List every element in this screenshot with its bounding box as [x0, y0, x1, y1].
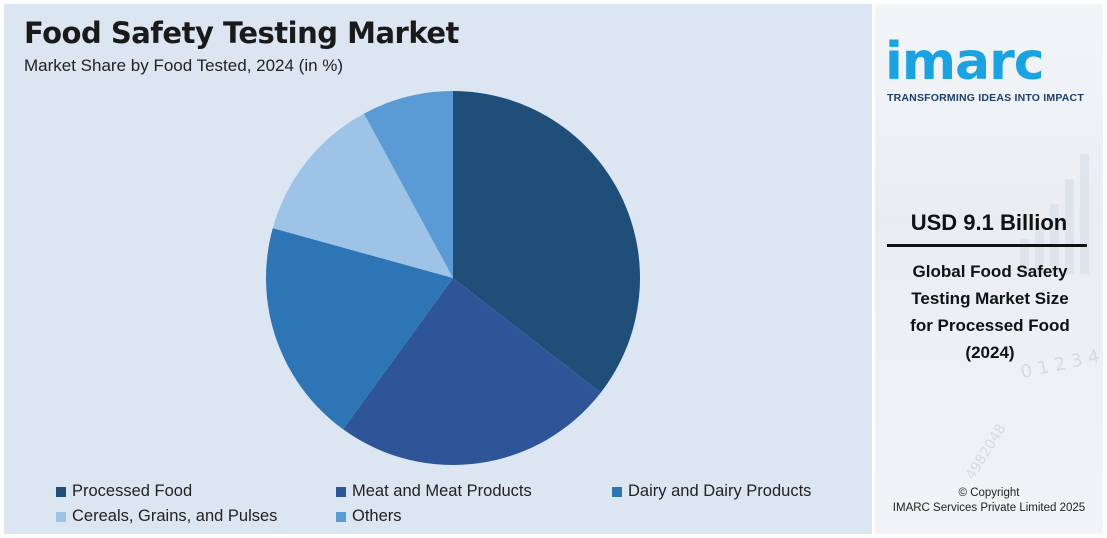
- chart-panel: Food Safety Testing Market Market Share …: [4, 4, 872, 534]
- legend-swatch: [612, 486, 622, 497]
- kpi-description-line: Global Food Safety: [912, 262, 1068, 281]
- background-digits: 4982048: [962, 421, 1010, 483]
- side-panel: 0 1 2 3 4 4982048 imarc TRANSFORMING IDE…: [875, 4, 1103, 534]
- pie-slice-others: [363, 91, 453, 278]
- legend-label: Dairy and Dairy Products: [628, 482, 812, 500]
- copyright-line: © Copyright: [958, 487, 1020, 499]
- kpi-description-line: for Processed Food: [910, 316, 1070, 335]
- background-bar: [1050, 204, 1059, 274]
- legend-item: Processed Food: [56, 482, 192, 501]
- copyright-line: IMARC Services Private Limited 2025: [892, 502, 1086, 514]
- chart-subtitle: Market Share by Food Tested, 2024 (in %): [24, 56, 344, 75]
- background-bar: [1020, 239, 1029, 274]
- kpi-description: Global Food Safety Testing Market Size f…: [885, 258, 1095, 366]
- pie-slice-meat-and-meat-products: [343, 278, 601, 465]
- copyright: © Copyright IMARC Services Private Limit…: [875, 486, 1103, 516]
- pie-slice-processed-food: [453, 91, 640, 393]
- kpi-description-line: (2024): [965, 343, 1015, 362]
- kpi-divider: [887, 244, 1087, 247]
- logo-tagline: TRANSFORMING IDEAS INTO IMPACT: [887, 92, 1084, 104]
- pie-slice-cereals-grains-and-pulses: [272, 113, 453, 279]
- kpi-value: USD 9.1 Billion: [910, 210, 1068, 235]
- legend-item: Dairy and Dairy Products: [612, 482, 811, 501]
- chart-legend: Processed Food Meat and Meat Products Dair…: [56, 482, 866, 534]
- legend-item: Meat and Meat Products: [336, 482, 532, 501]
- pie-slice-dairy-and-dairy-products: [266, 228, 453, 430]
- imarc-logo: imarc TRANSFORMING IDEAS INTO IMPACT: [885, 30, 1097, 110]
- legend-item: Cereals, Grains, and Pulses: [56, 507, 277, 526]
- pie-chart: [266, 91, 640, 465]
- legend-swatch: [56, 511, 66, 522]
- legend-swatch: [56, 486, 66, 497]
- legend-swatch: [336, 486, 346, 497]
- legend-label: Others: [352, 507, 402, 525]
- logo-wordmark: imarc: [885, 32, 1045, 92]
- background-bar: [1035, 224, 1044, 274]
- background-bar: [1080, 154, 1089, 274]
- background-bar: [1065, 179, 1074, 274]
- legend-label: Processed Food: [72, 482, 193, 500]
- kpi-description-line: Testing Market Size: [911, 289, 1069, 308]
- legend-item: Others: [336, 507, 402, 526]
- legend-label: Meat and Meat Products: [352, 482, 532, 500]
- legend-label: Cereals, Grains, and Pulses: [72, 507, 278, 525]
- chart-title: Food Safety Testing Market: [24, 16, 459, 50]
- legend-swatch: [336, 511, 346, 522]
